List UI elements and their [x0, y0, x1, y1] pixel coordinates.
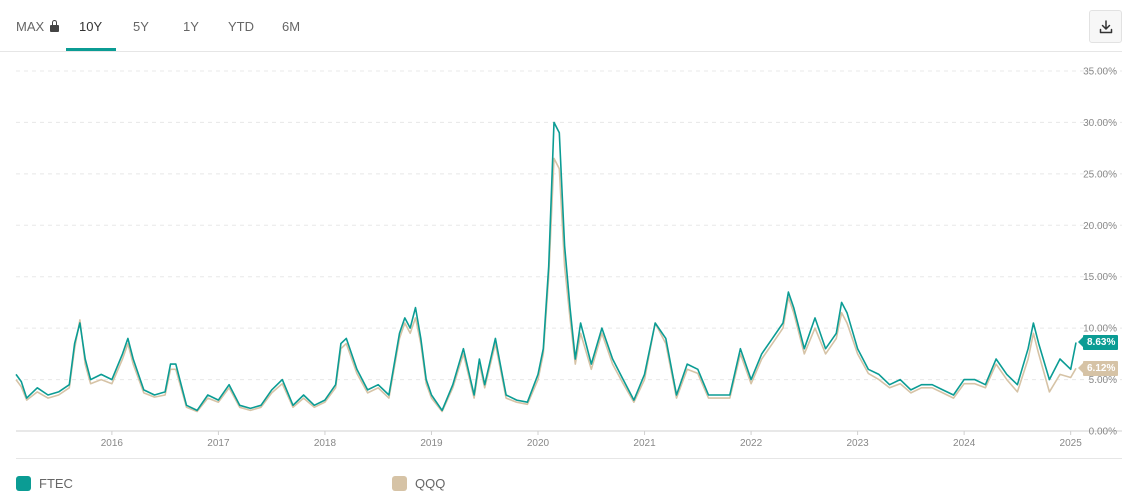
- legend-divider: [16, 458, 1122, 459]
- legend-swatch-qqq: [392, 476, 407, 491]
- legend-label-qqq: QQQ: [415, 476, 446, 491]
- x-tick-label: 2016: [101, 438, 124, 449]
- tab-10y[interactable]: 10Y: [79, 19, 103, 34]
- series-line-qqq: [15, 157, 1077, 413]
- download-icon: [1099, 20, 1113, 34]
- tab-max-label: MAX: [16, 19, 45, 34]
- x-tick-label: 2025: [1060, 438, 1083, 449]
- lock-icon: [50, 20, 60, 32]
- y-tick-label: 5.00%: [1089, 375, 1117, 386]
- series-line-ftec: [15, 121, 1077, 412]
- ftec-end-label: 8.63%: [1077, 335, 1119, 351]
- x-tick-label: 2017: [207, 438, 230, 449]
- x-tick-label: 2020: [527, 438, 550, 449]
- y-tick-label: 15.00%: [1083, 272, 1117, 283]
- x-tick-label: 2021: [633, 438, 656, 449]
- tab-5y[interactable]: 5Y: [133, 19, 149, 34]
- y-tick-label: 35.00%: [1083, 67, 1117, 78]
- x-tick-label: 2024: [953, 438, 976, 449]
- y-tick-label: 30.00%: [1083, 118, 1117, 129]
- legend-label-ftec: FTEC: [39, 476, 73, 491]
- y-tick-label: 20.00%: [1083, 221, 1117, 232]
- volatility-chart: 35.00% 30.00% 25.00% 20.00% 15.00% 10.00% 5.00…: [15, 67, 1122, 449]
- y-tick-label: 25.00%: [1083, 169, 1117, 180]
- x-tick-label: 2018: [314, 438, 337, 449]
- y-tick-label: 10.00%: [1083, 324, 1117, 335]
- y-tick-label: 0.00%: [1089, 427, 1117, 438]
- tab-max[interactable]: MAX: [16, 0, 60, 52]
- legend-swatch-ftec: [16, 476, 31, 491]
- active-tab-indicator: [66, 48, 116, 51]
- download-button[interactable]: [1089, 10, 1122, 43]
- tab-6m[interactable]: 6M: [282, 19, 301, 34]
- qqq-end-label: 6.12%: [1077, 360, 1119, 376]
- tab-ytd[interactable]: YTD: [228, 19, 254, 34]
- tab-1y[interactable]: 1Y: [183, 19, 199, 34]
- range-tabs: MAX 10Y 5Y 1Y YTD 6M: [0, 0, 1122, 52]
- x-tick-label: 2022: [740, 438, 763, 449]
- x-tick-label: 2019: [420, 438, 443, 449]
- x-tick-label: 2023: [846, 438, 869, 449]
